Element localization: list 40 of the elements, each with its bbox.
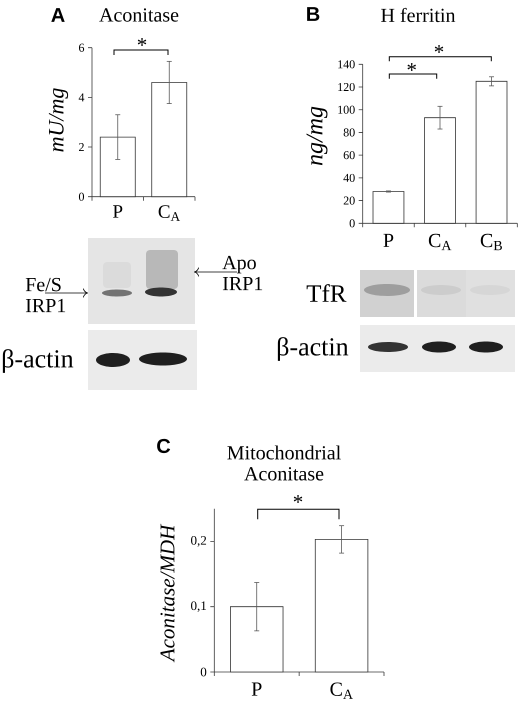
- text: β-actin: [2, 349, 74, 373]
- y-tick-label: 0,1: [191, 601, 206, 612]
- text: A: [51, 8, 65, 22]
- y-tick-label: 100: [338, 106, 355, 114]
- chart-title: Mitochondrial Aconitase: [227, 445, 341, 481]
- y-tick-label: 120: [338, 82, 355, 92]
- chart-title: Aconitase: [99, 8, 178, 22]
- x-tick-label: C$_{A}$: [158, 205, 180, 221]
- y-tick-label: 40: [343, 174, 355, 182]
- x-tick-label: C$_{B}$: [480, 234, 502, 250]
- y-tick-label: 2: [79, 143, 84, 151]
- y-tick-label: 6: [78, 44, 84, 52]
- text: *: [434, 45, 444, 53]
- text: *: [294, 495, 302, 503]
- x-tick-label: P: [383, 234, 394, 247]
- y-axis-title: mU/mg: [48, 88, 68, 152]
- y-tick-label: 0: [78, 192, 84, 201]
- y-axis-title: Aconitase/MDH: [160, 524, 175, 662]
- x-tick-label: P: [113, 205, 122, 218]
- y-tick-label: 0: [200, 668, 206, 676]
- text: C: [157, 438, 170, 454]
- y-tick-label: 20: [344, 196, 355, 205]
- chart-title: H ferritin: [381, 8, 456, 22]
- text: TfR: [306, 284, 346, 302]
- y-tick-label: 4: [78, 93, 84, 102]
- y-tick-label: 60: [344, 151, 355, 160]
- y-tick-label: 140: [338, 60, 355, 68]
- y-tick-label: 0,2: [191, 536, 206, 547]
- annotation: *: [407, 63, 416, 71]
- text: Fe/S IRP1: [26, 278, 66, 312]
- y-axis-title: ng/mg: [306, 106, 328, 166]
- y-tick-label: 80: [344, 128, 355, 136]
- text: β-actin: [278, 337, 348, 361]
- text: *: [138, 38, 146, 46]
- text: B: [307, 7, 320, 21]
- x-tick-label: C$_{A}$: [428, 234, 452, 250]
- y-tick-label: 0: [350, 219, 355, 228]
- x-tick-label: P: [252, 682, 262, 696]
- x-tick-label: C$_{A}$: [330, 682, 353, 699]
- text: Apo IRP1: [222, 256, 262, 290]
